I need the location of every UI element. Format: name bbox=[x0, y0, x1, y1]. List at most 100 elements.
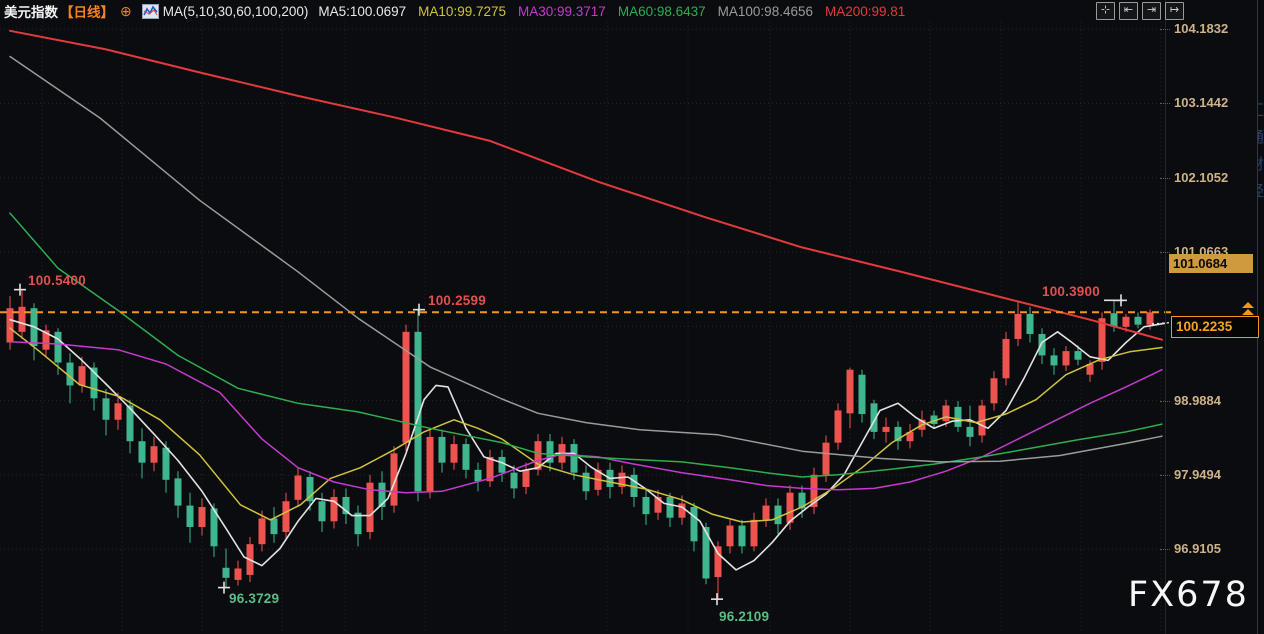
axis-tick-mark bbox=[1160, 29, 1170, 31]
candle-body bbox=[366, 482, 374, 533]
axis-right-icon[interactable]: ⇥ bbox=[1142, 2, 1161, 20]
ma-values: MA5:100.0697 MA10:99.7275 MA30:99.3717 MA60… bbox=[318, 4, 917, 19]
candle-body bbox=[534, 441, 542, 470]
candle-body bbox=[690, 506, 698, 542]
candle-body bbox=[1002, 338, 1010, 379]
ma-value-5: MA200:99.81 bbox=[824, 3, 906, 19]
add-compare-icon[interactable]: ⊕ bbox=[120, 2, 132, 19]
candle-body bbox=[234, 568, 242, 580]
candle-body bbox=[258, 518, 266, 545]
candle-body bbox=[222, 567, 230, 578]
candle-body bbox=[18, 306, 26, 332]
ma5-projection bbox=[1151, 321, 1172, 325]
axis-left-icon[interactable]: ⇤ bbox=[1119, 2, 1138, 20]
label-high-right: 100.3900 bbox=[1042, 284, 1100, 299]
candle-body bbox=[642, 496, 650, 515]
last-price-badge: 100.2235 bbox=[1171, 316, 1259, 339]
ma-line-ma200 bbox=[9, 29, 1163, 341]
timeframe-label[interactable]: 【日线】 bbox=[60, 5, 114, 20]
chart-toolbar: ⊹ ⇤ ⇥ ↦ bbox=[1096, 2, 1184, 20]
candle-body bbox=[666, 496, 674, 518]
candle-body bbox=[654, 496, 662, 513]
candle-body bbox=[402, 331, 410, 443]
candle-body bbox=[498, 456, 506, 473]
label-low-right: 96.2109 bbox=[719, 609, 770, 624]
label-low-left: 96.3729 bbox=[229, 591, 280, 606]
edge-watermark: 汇通财经 bbox=[1258, 102, 1264, 210]
ma-line-ma100 bbox=[9, 55, 1163, 463]
price-up-arrows-icon bbox=[1242, 302, 1256, 316]
axis-tick-mark bbox=[1160, 474, 1170, 476]
candle-body bbox=[318, 501, 326, 522]
candle-body bbox=[894, 426, 902, 442]
ma-line-ma60 bbox=[9, 212, 1163, 478]
candle-body bbox=[930, 415, 938, 425]
candle-body bbox=[414, 331, 422, 492]
ma-value-1: MA10:99.7275 bbox=[418, 3, 506, 19]
axis-tick-label: 96.9105 bbox=[1174, 541, 1221, 557]
fx678-watermark: FX678 bbox=[1128, 575, 1249, 615]
candle-body bbox=[846, 369, 854, 414]
candle-body bbox=[1122, 316, 1130, 327]
candle-body bbox=[798, 492, 806, 509]
ma-line-ma10 bbox=[9, 327, 1163, 523]
candle-body bbox=[270, 518, 278, 535]
candle-body bbox=[426, 436, 434, 492]
candle-body bbox=[546, 441, 554, 463]
candle-body bbox=[462, 444, 470, 470]
candle-body bbox=[1086, 363, 1094, 375]
instrument-title: 美元指数 bbox=[4, 5, 58, 20]
axis-tick-mark bbox=[1160, 177, 1170, 179]
candle-body bbox=[906, 431, 914, 442]
candle-body bbox=[1074, 351, 1082, 360]
candle-body bbox=[618, 472, 626, 487]
candle-body bbox=[570, 444, 578, 473]
ma-value-3: MA60:98.6437 bbox=[617, 3, 706, 19]
axis-tick-label: 97.9494 bbox=[1174, 466, 1221, 482]
ma-value-2: MA30:99.3717 bbox=[518, 3, 606, 19]
candle-body bbox=[942, 405, 950, 422]
axis-separator-line bbox=[1165, 0, 1166, 634]
candle-body bbox=[138, 441, 146, 463]
mini-chart-icon[interactable] bbox=[141, 3, 159, 19]
candle-body bbox=[1038, 333, 1046, 356]
candle-body bbox=[486, 456, 494, 482]
chart-header: 美元指数 【日线】 ⊕ MA(5,10,30,60,100,200) MA5:1… bbox=[0, 0, 1264, 22]
candle-body bbox=[342, 496, 350, 515]
candle-body bbox=[42, 330, 50, 350]
candle-body bbox=[330, 496, 338, 522]
candle-body bbox=[810, 474, 818, 507]
candle-body bbox=[1098, 318, 1106, 362]
candle-body bbox=[1062, 351, 1070, 366]
candle-body bbox=[186, 505, 194, 528]
axis-tick-label: 104.1832 bbox=[1174, 21, 1229, 37]
candle-body bbox=[750, 519, 758, 547]
candle-body bbox=[66, 362, 74, 386]
candle-body bbox=[210, 508, 218, 547]
candle-body bbox=[522, 469, 530, 487]
reference-price-badge: 101.0684 bbox=[1169, 253, 1253, 273]
axis-tick-mark bbox=[1160, 400, 1170, 402]
candle-body bbox=[990, 378, 998, 404]
candle-body bbox=[162, 447, 170, 480]
candle-body bbox=[378, 482, 386, 507]
candle-body bbox=[150, 446, 158, 463]
candle-body bbox=[954, 406, 962, 427]
label-high-left: 100.5400 bbox=[28, 273, 86, 288]
candle-body bbox=[738, 525, 746, 547]
candle-body bbox=[294, 475, 302, 500]
collapse-panel-icon[interactable]: ↦ bbox=[1165, 2, 1184, 20]
axis-tick-label: 103.1442 bbox=[1174, 95, 1229, 111]
candle-body bbox=[450, 444, 458, 463]
axis-tick-mark bbox=[1160, 252, 1170, 253]
ma-line-ma5 bbox=[9, 318, 1167, 571]
candle-body bbox=[870, 403, 878, 432]
candle-body bbox=[174, 478, 182, 506]
candle-body bbox=[306, 476, 314, 502]
pan-crosshair-icon[interactable]: ⊹ bbox=[1096, 2, 1115, 20]
axis-tick-mark bbox=[1160, 103, 1170, 105]
candle-body bbox=[1146, 312, 1154, 325]
ma-group-label: MA(5,10,30,60,100,200) bbox=[162, 3, 309, 19]
